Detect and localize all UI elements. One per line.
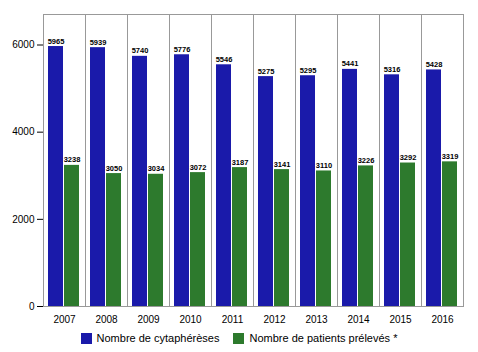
svg-text:5295: 5295 <box>300 66 317 75</box>
svg-text:2016: 2016 <box>431 314 454 325</box>
svg-text:5965: 5965 <box>48 37 65 46</box>
svg-text:5546: 5546 <box>216 55 233 64</box>
svg-text:2012: 2012 <box>263 314 286 325</box>
svg-text:6000: 6000 <box>12 39 35 50</box>
svg-text:2015: 2015 <box>389 314 412 325</box>
svg-text:3050: 3050 <box>106 164 123 173</box>
svg-text:3226: 3226 <box>358 156 375 165</box>
svg-text:5776: 5776 <box>174 45 191 54</box>
svg-text:3141: 3141 <box>274 160 291 169</box>
svg-text:5275: 5275 <box>258 67 275 76</box>
svg-text:2010: 2010 <box>179 314 202 325</box>
svg-text:5316: 5316 <box>384 65 401 74</box>
svg-text:3034: 3034 <box>148 164 166 173</box>
svg-text:5428: 5428 <box>426 60 443 69</box>
svg-text:3110: 3110 <box>316 161 332 170</box>
svg-text:3319: 3319 <box>442 152 459 161</box>
svg-text:2008: 2008 <box>95 314 118 325</box>
svg-text:0: 0 <box>29 301 35 312</box>
html-text:Nombre de cytaphérèses: Nombre de cytaphérèses <box>96 332 220 344</box>
svg-text:5939: 5939 <box>90 38 107 47</box>
svg-text:2011: 2011 <box>222 314 244 325</box>
svg-text:3187: 3187 <box>232 158 249 167</box>
svg-text:3292: 3292 <box>400 153 417 162</box>
svg-text:5441: 5441 <box>342 59 359 68</box>
svg-text:3072: 3072 <box>190 163 207 172</box>
svg-text:2007: 2007 <box>53 314 76 325</box>
svg-text:2014: 2014 <box>347 314 370 325</box>
svg-text:5740: 5740 <box>132 46 149 55</box>
svg-text:3238: 3238 <box>64 155 81 164</box>
svg-text:2000: 2000 <box>12 214 35 225</box>
html-text:Nombre de patients prélevés *: Nombre de patients prélevés * <box>249 332 398 344</box>
svg-text:2009: 2009 <box>137 314 160 325</box>
svg-text:4000: 4000 <box>12 126 35 137</box>
svg-text:2013: 2013 <box>305 314 328 325</box>
